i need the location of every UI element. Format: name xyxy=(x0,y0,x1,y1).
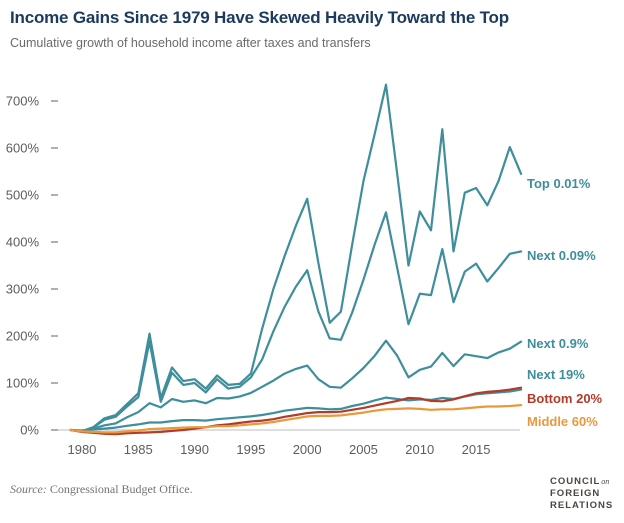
logo-line-relations: RELATIONS xyxy=(550,500,614,511)
series-label-middle-60-: Middle 60% xyxy=(527,414,598,429)
series-label-next-0.9-: Next 0.9% xyxy=(527,336,589,351)
x-axis-tick-label: 2005 xyxy=(349,442,378,457)
logo-line-council: COUNCILon xyxy=(550,476,610,487)
series-line-top-0.01- xyxy=(69,83,523,433)
x-axis-tick-label: 1990 xyxy=(180,442,209,457)
y-axis-tick-label: 700% xyxy=(6,94,40,109)
y-axis-tick-label: 500% xyxy=(6,188,40,203)
series-line-middle-60- xyxy=(69,404,523,434)
y-axis-tick-label: 0% xyxy=(20,423,39,438)
series-line-next-0.9- xyxy=(69,339,523,432)
x-axis-tick-label: 1985 xyxy=(124,442,153,457)
cfr-logo: COUNCILon FOREIGN RELATIONS xyxy=(550,476,613,512)
source-note: Source: Congressional Budget Office. xyxy=(10,482,193,497)
x-axis-tick-label: 1995 xyxy=(236,442,265,457)
x-axis-tick-label: 2010 xyxy=(405,442,434,457)
chart-subtitle: Cumulative growth of household income af… xyxy=(10,36,371,50)
y-axis-tick-label: 600% xyxy=(6,141,40,156)
x-axis-tick-label: 2015 xyxy=(462,442,491,457)
logo-line-foreign: FOREIGN xyxy=(550,488,601,499)
y-axis-tick-label: 300% xyxy=(6,282,40,297)
series-line-bottom-20- xyxy=(69,386,523,436)
x-axis-tick-label: 1980 xyxy=(67,442,96,457)
series-label-bottom-20-: Bottom 20% xyxy=(527,391,603,406)
y-axis-tick-label: 100% xyxy=(6,376,40,391)
source-label: Source: xyxy=(10,482,47,496)
series-label-next-19-: Next 19% xyxy=(527,367,585,382)
series-line-next-19- xyxy=(69,388,523,432)
y-axis-tick-label: 400% xyxy=(6,235,40,250)
x-axis-tick-label: 2000 xyxy=(293,442,322,457)
logo-on: on xyxy=(601,477,610,486)
source-text: Congressional Budget Office. xyxy=(46,482,193,496)
chart-title: Income Gains Since 1979 Have Skewed Heav… xyxy=(10,8,509,27)
y-axis-tick-label: 200% xyxy=(6,329,40,344)
series-label-next-0.09-: Next 0.09% xyxy=(527,248,596,263)
series-label-top-0.01-: Top 0.01% xyxy=(527,176,591,191)
series-line-next-0.09- xyxy=(69,211,523,432)
